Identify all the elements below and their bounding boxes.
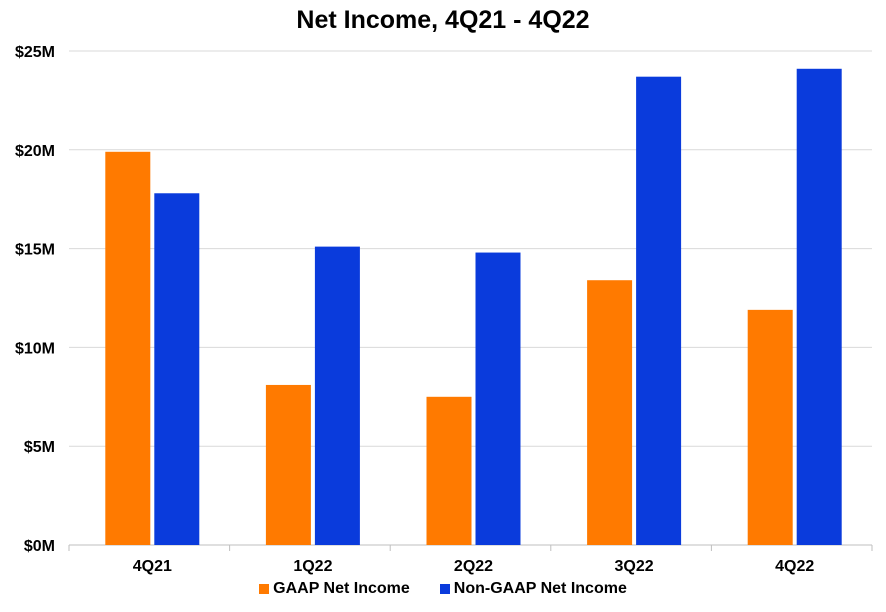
y-tick-label: $10M xyxy=(15,340,55,357)
chart-title: Net Income, 4Q21 - 4Q22 xyxy=(296,6,590,34)
legend-item-gaap: GAAP Net Income xyxy=(259,580,410,598)
legend-swatch-non-gaap xyxy=(439,584,450,594)
y-tick-label: $15M xyxy=(15,242,55,259)
bar-non-gaap-1q22 xyxy=(314,246,360,545)
x-tick-label: 3Q22 xyxy=(615,558,654,575)
x-axis-ticks: 4Q21 1Q22 2Q22 3Q22 4Q22 xyxy=(133,558,815,575)
legend: GAAP Net Income Non-GAAP Net Income xyxy=(0,580,886,598)
bar-gaap-1q22 xyxy=(265,384,311,545)
legend-item-non-gaap: Non-GAAP Net Income xyxy=(439,580,627,598)
bar-non-gaap-4q22 xyxy=(796,68,842,545)
bar-non-gaap-2q22 xyxy=(475,252,521,545)
bar-non-gaap-4q21 xyxy=(154,193,200,545)
bar-gaap-4q22 xyxy=(747,309,793,545)
x-tick-label: 4Q21 xyxy=(133,558,172,575)
x-tick-label: 4Q22 xyxy=(775,558,814,575)
x-tick-label: 1Q22 xyxy=(293,558,332,575)
x-tick-label: 2Q22 xyxy=(454,558,493,575)
bar-gaap-4q21 xyxy=(105,151,151,545)
bars xyxy=(105,68,842,546)
bar-non-gaap-3q22 xyxy=(636,76,682,546)
y-axis-ticks: $0M $5M $10M $15M $20M $25M xyxy=(15,44,55,555)
y-tick-label: $0M xyxy=(24,538,55,555)
y-tick-label: $25M xyxy=(15,44,55,61)
legend-label-non-gaap: Non-GAAP Net Income xyxy=(453,580,627,597)
legend-swatch-gaap xyxy=(259,584,270,594)
y-tick-label: $20M xyxy=(15,143,55,160)
legend-label-gaap: GAAP Net Income xyxy=(273,580,410,597)
bar-gaap-3q22 xyxy=(587,280,633,545)
y-tick-label: $5M xyxy=(24,439,55,456)
bar-gaap-2q22 xyxy=(426,396,472,545)
